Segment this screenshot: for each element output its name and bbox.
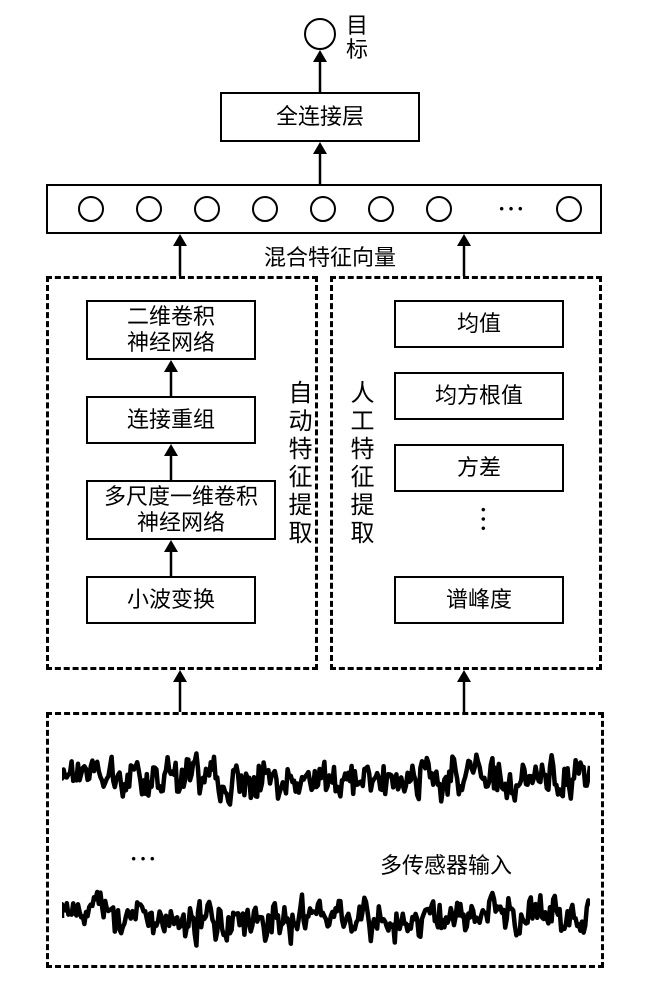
- manual-box-2: 方差: [394, 444, 564, 492]
- auto-box-1: 多尺度一维卷积 神经网络: [86, 480, 276, 540]
- arrow-fc-to-target: [310, 50, 330, 92]
- sensor-ellipsis: ···: [130, 846, 158, 872]
- arrow-vec-to-fc: [310, 142, 330, 184]
- waveform-1: [62, 740, 590, 816]
- sensor-label: 多传感器输入: [380, 848, 512, 880]
- arrow-auto-to-vec: [170, 234, 190, 276]
- feature-circle: [556, 196, 582, 222]
- target-circle: [304, 18, 336, 50]
- arrow-sensor-to-manual: [454, 670, 474, 712]
- waveform-2: [62, 880, 590, 956]
- fully-connected-box: 全连接层: [220, 92, 420, 142]
- feature-circle: [426, 196, 452, 222]
- feature-circle: [252, 196, 278, 222]
- feature-circle: [368, 196, 394, 222]
- auto-box-2: 连接重组: [86, 396, 256, 444]
- feature-circle: [136, 196, 162, 222]
- feature-circle: [310, 196, 336, 222]
- mixed-feature-label: 混合特征向量: [264, 240, 396, 272]
- feature-ellipsis: ···: [498, 196, 526, 222]
- arrow-auto-2-3: [161, 360, 181, 396]
- feature-circle: [78, 196, 104, 222]
- manual-box-3: 谱峰度: [394, 576, 564, 624]
- arrow-auto-1-2: [161, 444, 181, 480]
- arrow-manual-to-vec: [454, 234, 474, 276]
- manual-ellipsis: ···: [470, 506, 496, 534]
- arrow-sensor-to-auto: [170, 670, 190, 712]
- manual-box-1: 均方根值: [394, 372, 564, 420]
- arrow-auto-0-1: [161, 540, 181, 576]
- manual-box-0: 均值: [394, 300, 564, 348]
- auto-box-3: 二维卷积 神经网络: [86, 300, 256, 360]
- feature-circle: [194, 196, 220, 222]
- auto-box-0: 小波变换: [86, 576, 256, 624]
- target-label: 目 标: [346, 14, 368, 62]
- manual-group-label: 人工特征提取: [342, 380, 377, 548]
- auto-group-label: 自动特征提取: [280, 380, 315, 548]
